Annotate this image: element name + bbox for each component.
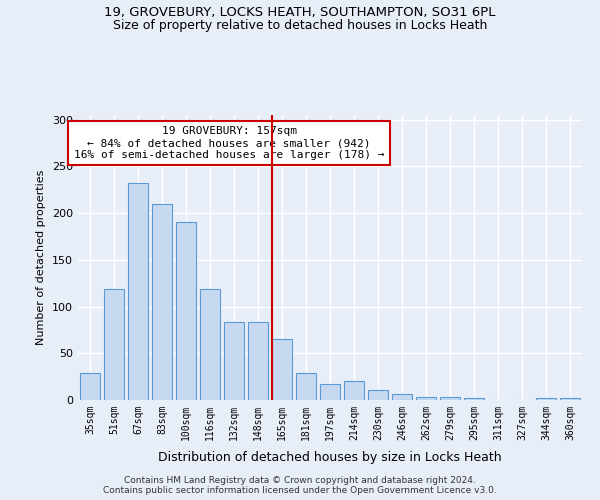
Bar [272, 340, 292, 400]
Text: Size of property relative to detached houses in Locks Heath: Size of property relative to detached ho… [113, 19, 487, 32]
Bar [536, 398, 556, 400]
Bar [440, 397, 460, 400]
Bar [560, 398, 580, 400]
Bar [416, 397, 436, 400]
Bar [176, 222, 196, 400]
Bar [128, 183, 148, 400]
Text: Contains public sector information licensed under the Open Government Licence v3: Contains public sector information licen… [103, 486, 497, 495]
Bar [152, 204, 172, 400]
Y-axis label: Number of detached properties: Number of detached properties [37, 170, 46, 345]
Bar [344, 382, 364, 400]
Bar [248, 322, 268, 400]
Bar [224, 322, 244, 400]
Bar [392, 394, 412, 400]
Text: 19 GROVEBURY: 157sqm
← 84% of detached houses are smaller (942)
16% of semi-deta: 19 GROVEBURY: 157sqm ← 84% of detached h… [74, 126, 385, 160]
Bar [464, 398, 484, 400]
Bar [80, 373, 100, 400]
Bar [296, 373, 316, 400]
Bar [320, 384, 340, 400]
Bar [200, 289, 220, 400]
Text: 19, GROVEBURY, LOCKS HEATH, SOUTHAMPTON, SO31 6PL: 19, GROVEBURY, LOCKS HEATH, SOUTHAMPTON,… [104, 6, 496, 19]
Bar [104, 289, 124, 400]
Bar [368, 390, 388, 400]
X-axis label: Distribution of detached houses by size in Locks Heath: Distribution of detached houses by size … [158, 451, 502, 464]
Text: Contains HM Land Registry data © Crown copyright and database right 2024.: Contains HM Land Registry data © Crown c… [124, 476, 476, 485]
